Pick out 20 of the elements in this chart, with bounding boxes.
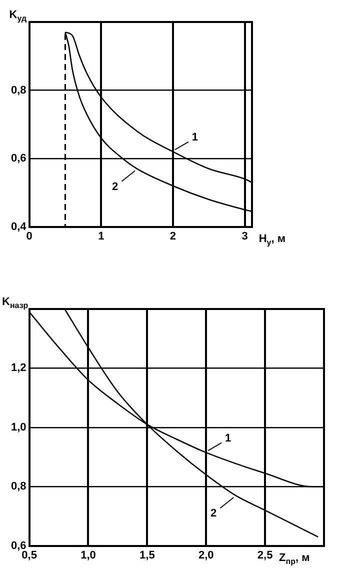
y-tick-label: 0,8: [10, 84, 26, 96]
x-tick-label: 2,0: [198, 549, 214, 562]
y-tick-label: 0,6: [10, 540, 26, 552]
legend-label: 2: [112, 180, 118, 193]
series-label: 1: [225, 432, 232, 445]
x-tick-label: 3: [242, 230, 248, 242]
legend-label: 2: [210, 508, 217, 520]
series-label: 1: [192, 132, 198, 144]
x-tick-label: 0,5: [22, 549, 37, 562]
y-tick-label: 0,4: [10, 220, 28, 233]
x-tick-label: 0: [26, 230, 32, 242]
x-tick-label: 1,0: [80, 549, 96, 562]
y-tick-label: 0,8: [10, 480, 26, 493]
y-tick-label: 1,2: [10, 362, 26, 374]
y-tick-label: 1,0: [10, 421, 26, 434]
x-tick-label: 2: [170, 230, 176, 242]
x-tick-label: 1,5: [140, 549, 155, 562]
x-tick-label: 2,5: [257, 549, 273, 562]
x-tick-label: 1: [98, 230, 104, 242]
y-tick-label: 0,6: [10, 152, 26, 165]
